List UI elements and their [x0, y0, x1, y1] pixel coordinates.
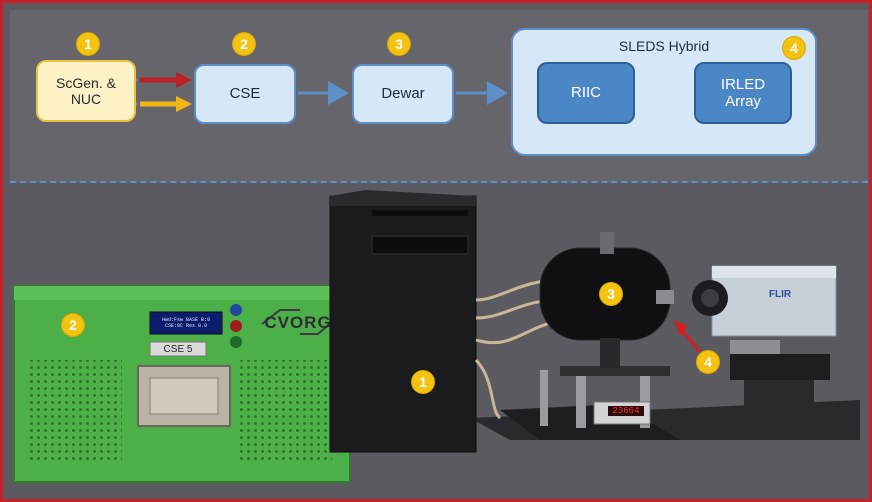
cse-label: CSE [229, 85, 261, 103]
red-knob [230, 320, 242, 332]
dewar-neck [600, 232, 614, 254]
badge-3: 3 [388, 33, 410, 55]
irled-array-label: IRLED Array [720, 75, 766, 110]
meter-readout: 23664 [612, 406, 640, 416]
cvorg-logo: CVORG [264, 313, 332, 332]
green-knob [230, 336, 242, 348]
lcd-line-2: CSE:0C Res 0.0 [164, 323, 207, 329]
badge-4: 4 [783, 37, 805, 59]
lcd-line-1: Hwd:Fsw BASE B:0 [161, 317, 210, 323]
photo-badge-1: 1 [412, 371, 434, 393]
blue-knob [230, 304, 242, 316]
cse-label-plate [149, 341, 207, 357]
riic-block: RIIC [537, 62, 635, 124]
lcd-text: Hwd:Fsw BASE B:0 CSE:0C Res 0.0 [150, 312, 222, 334]
flir-brand-text: FLIR [768, 288, 792, 300]
cse-block: CSE [194, 64, 296, 124]
scgen-nuc-label: ScGen. & NUC [56, 74, 116, 107]
photo-badge-3: 3 [600, 283, 622, 305]
sleds-hybrid-label: SLEDS Hybrid [618, 38, 710, 54]
cse-plate-text: CSE 5 [163, 343, 193, 355]
badge-1: 1 [77, 33, 99, 55]
photo-badge-4: 4 [697, 351, 719, 373]
pointer-arrow [678, 327, 702, 353]
dewar-block: Dewar [352, 64, 454, 124]
lcd-display [149, 311, 223, 335]
badge-2: 2 [233, 33, 255, 55]
scgen-nuc-block: ScGen. & NUC [36, 60, 136, 122]
photo-badge-2: 2 [62, 314, 84, 336]
irled-array-block: IRLED Array [694, 62, 792, 124]
dewar-label: Dewar [381, 85, 425, 103]
riic-label: RIIC [571, 84, 601, 102]
pc-tower [329, 195, 477, 453]
